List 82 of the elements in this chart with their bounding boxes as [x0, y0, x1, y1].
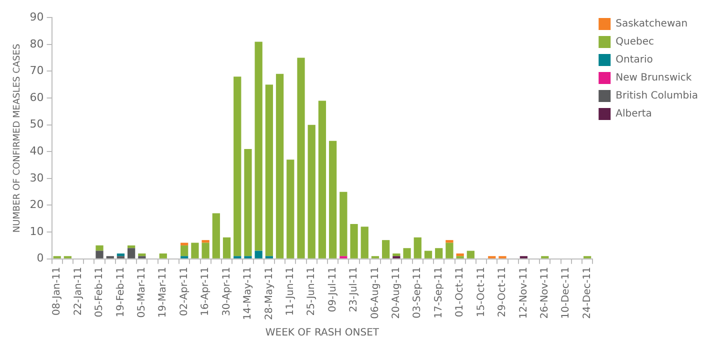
x-tick-label: 05-Feb-11 [94, 266, 106, 318]
bar [308, 124, 316, 258]
x-tick-label: 26-Nov-11 [539, 266, 550, 319]
x-tick-label: 09-Jul-11 [327, 266, 338, 312]
x-tick-label: 24-Dec-11 [582, 266, 593, 319]
x-tick-label: 19-Feb-11 [115, 266, 126, 318]
legend-label: British Columbia [616, 90, 698, 102]
bar [202, 240, 210, 243]
bar [424, 250, 432, 258]
bar [446, 240, 454, 243]
bar [446, 242, 454, 258]
bar [138, 253, 146, 256]
bar [276, 74, 284, 258]
x-tick-label: 03-Sep-11 [412, 266, 424, 318]
x-tick-label: 14-May-11 [242, 266, 254, 320]
y-tick-label: 0 [36, 252, 44, 265]
bar [340, 192, 348, 256]
x-tick-label: 11-Jun-11 [284, 266, 296, 316]
bar [286, 160, 294, 258]
bar [318, 100, 326, 258]
bar [414, 237, 422, 258]
legend-label: Quebec [616, 36, 654, 48]
bar [116, 253, 125, 256]
bar [212, 213, 220, 258]
bar [222, 237, 231, 258]
y-tick-label: 20 [30, 198, 44, 212]
bar [96, 250, 104, 258]
bar [128, 245, 136, 248]
x-tick-label: 30-Apr-11 [221, 266, 232, 316]
bar [128, 248, 136, 258]
x-tick-label: 19-Mar-11 [158, 266, 169, 318]
x-tick-label: 06-Aug-11 [370, 266, 381, 319]
x-tick-label: 28-May-11 [264, 266, 275, 320]
bar [360, 226, 368, 258]
bar [159, 253, 167, 258]
bar [244, 148, 252, 256]
y-tick-label: 30 [30, 171, 44, 184]
x-tick-label: 22-Jan-11 [72, 266, 84, 316]
y-tick-label: 80 [30, 37, 44, 50]
bar [466, 250, 474, 258]
x-tick-label: 20-Aug-11 [391, 266, 402, 319]
bar [234, 76, 242, 256]
y-tick-label: 40 [30, 144, 44, 158]
bar [202, 242, 210, 258]
bar [350, 224, 358, 258]
bar [265, 84, 273, 256]
legend-label: Saskatchewan [616, 18, 688, 30]
legend-label: New Brunswick [616, 72, 692, 84]
legend-label: Alberta [616, 108, 652, 120]
y-tick-label: 60 [30, 90, 44, 104]
x-tick-label: 23-Jul-11 [348, 266, 360, 312]
x-tick-label: 05-Mar-11 [136, 266, 148, 318]
y-tick-label: 70 [30, 64, 44, 78]
x-tick-label: 15-Oct-11 [476, 266, 487, 318]
y-tick-label: 90 [30, 10, 44, 24]
bar [392, 253, 400, 256]
x-tick-label: 01-Oct-11 [454, 266, 466, 318]
bar [180, 242, 188, 246]
legend-label: Ontario [616, 54, 653, 66]
x-tick-label: 16-Apr-11 [200, 266, 212, 316]
x-tick-label: 02-Apr-11 [178, 266, 190, 316]
x-tick-label: 29-Oct-11 [497, 266, 508, 318]
bar [456, 253, 464, 256]
x-tick-label: 08-Jan-11 [52, 266, 63, 316]
bar [96, 245, 104, 251]
y-tick-label: 50 [30, 118, 44, 131]
bar [328, 140, 337, 258]
x-axis-title: WEEK OF RASH ONSET [265, 328, 380, 339]
bar [180, 245, 188, 256]
bar [254, 250, 262, 258]
bar [403, 248, 411, 258]
x-tick-label: 25-Jun-11 [306, 266, 318, 316]
bar [191, 242, 199, 258]
bar [254, 42, 262, 251]
y-axis-title: NUMBER OF CONFIRMED MEASLES CASES [12, 44, 23, 233]
x-tick-label: 12-Nov-11 [518, 266, 530, 319]
y-tick-label: 10 [30, 224, 44, 238]
x-tick-label: 10-Dec-11 [560, 266, 572, 319]
bar [297, 58, 305, 258]
bar [382, 240, 390, 258]
x-tick-label: 17-Sep-11 [433, 266, 444, 318]
bar [435, 248, 443, 258]
